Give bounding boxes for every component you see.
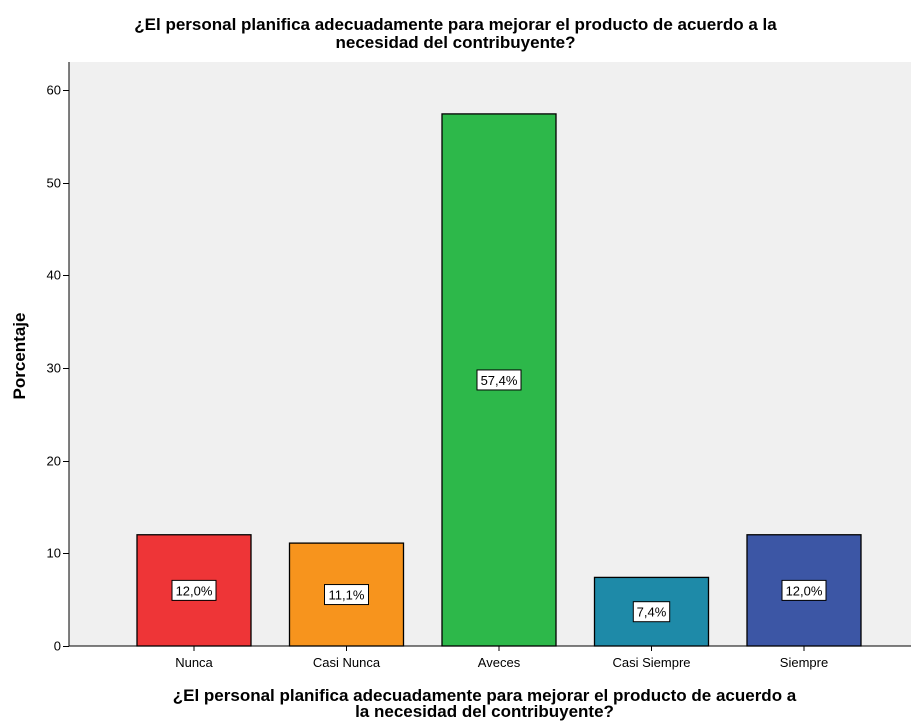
data-label-box — [632, 601, 671, 623]
bar-group: 12,0% — [136, 534, 252, 647]
bar-group: 11,1% — [288, 542, 405, 647]
data-label: 11,1% — [329, 588, 365, 603]
data-label-box — [781, 579, 827, 601]
x-axis-title: ¿El personal planifica adecuadamente par… — [58, 686, 911, 721]
x-axis-title-line-1: ¿El personal planifica adecuadamente par… — [172, 686, 797, 705]
data-label-box — [324, 584, 369, 606]
data-label: 12,0% — [176, 583, 213, 598]
x-tick-label: Nunca — [175, 655, 213, 670]
data-label-box — [476, 369, 522, 391]
data-label-box — [171, 579, 217, 601]
bar-group: 12,0% — [746, 534, 862, 647]
chart-title: ¿El personal planifica adecuadamente par… — [0, 16, 911, 52]
x-tick-label: Casi Nunca — [313, 655, 381, 670]
y-tick-label: 20 — [47, 454, 61, 469]
data-label: 7,4% — [637, 605, 667, 620]
bar-group: 57,4% — [441, 113, 557, 647]
x-tick-label: Aveces — [478, 655, 521, 670]
y-tick-label: 10 — [47, 546, 61, 561]
x-tick-label: Siempre — [780, 655, 828, 670]
x-tick-label: Casi Siempre — [612, 655, 690, 670]
y-tick-label: 30 — [47, 361, 61, 376]
y-tick-label: 50 — [47, 176, 61, 191]
bar-group: 7,4% — [593, 576, 710, 647]
y-tick-label: 60 — [47, 83, 61, 98]
x-axis-title-line-2: la necesidad del contribuyente? — [355, 702, 614, 721]
data-label: 57,4% — [481, 373, 518, 388]
y-tick-label: 0 — [54, 639, 61, 654]
chart-title-line-2: necesidad del contribuyente? — [335, 33, 576, 52]
chart-title-line-1: ¿El personal planifica adecuadamente par… — [134, 15, 777, 34]
y-tick-label: 40 — [47, 268, 61, 283]
data-label: 12,0% — [786, 583, 823, 598]
